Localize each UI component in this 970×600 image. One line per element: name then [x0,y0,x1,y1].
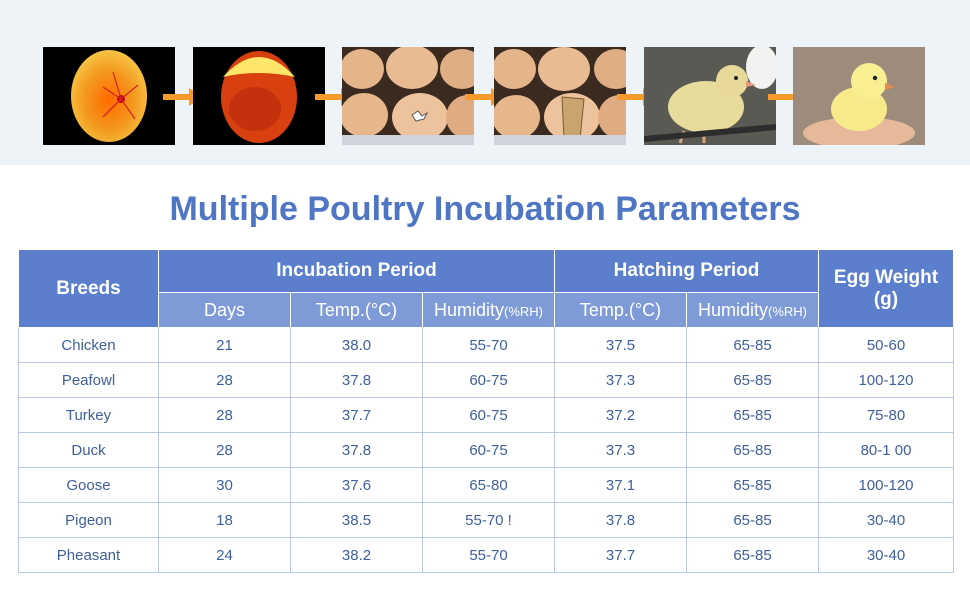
hatching-temp-cell: 37.8 [554,502,687,538]
days-cell: 30 [158,467,291,503]
incubation-temp-cell: 38.0 [290,327,423,363]
hatching-humidity-cell: 65-85 [686,362,819,398]
days-cell: 28 [158,397,291,433]
breed-cell: Chicken [18,327,159,363]
table-row: Pheasant 24 38.2 55-70 37.7 65-85 30-40 [18,537,954,573]
incubation-temp-cell: 38.2 [290,537,423,573]
egg-weight-cell: 80-1 00 [818,432,954,468]
egg-weight-cell: 30-40 [818,502,954,538]
humidity-unit: (%RH) [504,303,543,319]
hatching-temp-cell: 37.3 [554,432,687,468]
pipping-egg-icon [342,47,474,145]
incubation-humidity-cell: 60-75 [422,362,555,398]
hatching-humidity-header: Humidity(%RH) [686,292,819,328]
days-cell: 21 [158,327,291,363]
incubation-humidity-cell: 65-80 [422,467,555,503]
incubation-humidity-cell: 60-75 [422,432,555,468]
hatching-humidity-cell: 65-85 [686,537,819,573]
page-title: Multiple Poultry Incubation Parameters [169,190,801,228]
incubation-temp-cell: 37.8 [290,432,423,468]
egg-weight-cell: 100-120 [818,362,954,398]
incubation-temp-cell: 38.5 [290,502,423,538]
incubation-temp-header: Temp.(°C) [290,292,423,328]
hatching-egg-icon [494,47,626,145]
process-banner [0,0,970,165]
table-row: Goose 30 37.6 65-80 37.1 65-85 100-120 [18,467,954,503]
wet-chick-icon [644,47,776,145]
hatching-humidity-cell: 65-85 [686,467,819,503]
hatching-period-header: Hatching Period [554,249,819,293]
hatching-temp-cell: 37.3 [554,362,687,398]
humidity-unit: (%RH) [768,303,807,319]
table-row: Duck 28 37.8 60-75 37.3 65-85 80-1 00 [18,432,954,468]
egg-weight-cell: 50-60 [818,327,954,363]
incubation-humidity-cell: 55-70 [422,327,555,363]
breed-cell: Goose [18,467,159,503]
days-header: Days [158,292,291,328]
table-row: Turkey 28 37.7 60-75 37.2 65-85 75-80 [18,397,954,433]
table-body: Chicken 21 38.0 55-70 37.5 65-85 50-60 P… [18,327,954,573]
breed-cell: Peafowl [18,362,159,398]
breed-cell: Duck [18,432,159,468]
days-cell: 28 [158,432,291,468]
egg-air-sac-icon [193,47,325,145]
incubation-humidity-header: Humidity(%RH) [422,292,555,328]
hatching-humidity-cell: 65-85 [686,327,819,363]
egg-weight-unit: (g) [873,288,899,310]
hatching-temp-cell: 37.1 [554,467,687,503]
hatching-humidity-cell: 65-85 [686,397,819,433]
incubation-humidity-cell: 55-70 ! [422,502,555,538]
days-cell: 24 [158,537,291,573]
table-row: Pigeon 18 38.5 55-70 ! 37.8 65-85 30-40 [18,502,954,538]
breed-cell: Turkey [18,397,159,433]
egg-weight-label: Egg Weight [833,266,939,288]
table-header: Breeds Incubation Period Hatching Period… [18,249,954,328]
breed-cell: Pheasant [18,537,159,573]
hatching-temp-header: Temp.(°C) [554,292,687,328]
hatching-humidity-cell: 65-85 [686,432,819,468]
egg-weight-cell: 30-40 [818,537,954,573]
hatching-temp-cell: 37.7 [554,537,687,573]
hatching-temp-cell: 37.5 [554,327,687,363]
incubation-humidity-cell: 60-75 [422,397,555,433]
hatching-humidity-cell: 65-85 [686,502,819,538]
hatching-temp-cell: 37.2 [554,397,687,433]
incubation-temp-cell: 37.7 [290,397,423,433]
egg-weight-cell: 75-80 [818,397,954,433]
fluffy-chick-icon [793,47,925,145]
egg-weight-cell: 100-120 [818,467,954,503]
days-cell: 18 [158,502,291,538]
incubation-period-header: Incubation Period [158,249,555,293]
incubation-temp-cell: 37.6 [290,467,423,503]
incubation-temp-cell: 37.8 [290,362,423,398]
incubation-humidity-cell: 55-70 [422,537,555,573]
incubation-parameters-table: Breeds Incubation Period Hatching Period… [18,249,954,573]
days-cell: 28 [158,362,291,398]
table-row: Peafowl 28 37.8 60-75 37.3 65-85 100-120 [18,362,954,398]
breed-cell: Pigeon [18,502,159,538]
candled-egg-icon [43,47,175,145]
humidity-label: Humidity [697,299,768,320]
egg-weight-header: Egg Weight (g) [818,249,954,328]
breeds-header: Breeds [18,249,159,328]
table-row: Chicken 21 38.0 55-70 37.5 65-85 50-60 [18,327,954,363]
humidity-label: Humidity [433,299,504,320]
